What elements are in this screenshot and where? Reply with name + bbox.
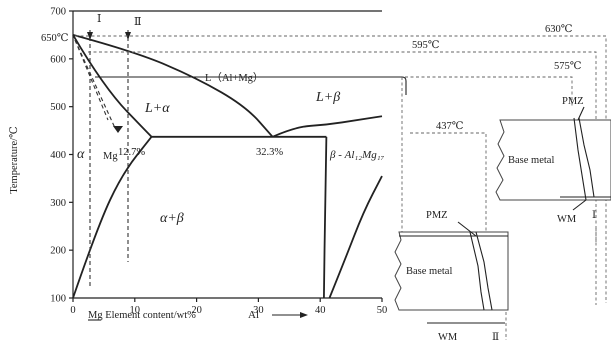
x-axis-title: Mg Element content/wt% <box>88 310 196 321</box>
region-beta: β - Al₁₂Mg₁₇ <box>329 149 385 161</box>
y-tick-label: 500 <box>50 102 66 113</box>
y-tick-label: 100 <box>50 294 66 305</box>
panel-upper-pmz-line <box>573 117 587 201</box>
y-tick-label: 700 <box>50 7 66 18</box>
panel-lower: PMZ Base metal WM Ⅱ <box>394 210 509 343</box>
x-tick-label: 20 <box>191 305 202 316</box>
temp-575: 575℃ <box>554 61 582 72</box>
mg-marker-arrow <box>113 126 123 133</box>
y-axis-ticks: 100 200 300 400 500 600 700 <box>50 7 73 305</box>
panel-upper-wm: WM <box>557 214 577 225</box>
region-liquid: L（Al+Mg） <box>205 72 263 84</box>
alpha-dashed-boundary <box>74 39 116 129</box>
panel-upper-pmz: PMZ <box>562 96 584 107</box>
mg-melting-label: 650℃ <box>41 33 69 44</box>
region-alpha-beta: α+β <box>160 211 184 226</box>
y-axis-title: Temperature/℃ <box>9 126 20 194</box>
ref-label-i: Ⅰ <box>97 13 101 25</box>
x-tick-label: 50 <box>377 305 388 316</box>
ref-label-ii: Ⅱ <box>134 16 141 28</box>
eutectic-left-label: 12.7% <box>118 147 145 158</box>
x-axis-arrow <box>272 312 308 318</box>
x-tick-label: 0 <box>70 305 75 316</box>
x-tick-label: 30 <box>253 305 264 316</box>
panel-lower-wm: WM <box>438 332 458 343</box>
y-tick-label: 400 <box>50 150 66 161</box>
alpha-solvus-curve <box>72 136 153 299</box>
x-axis-right-label: Al <box>248 309 259 321</box>
ref-arrow-i <box>87 32 93 40</box>
panel-upper-pmz-leader <box>577 106 585 121</box>
panel-lower-base-box <box>394 231 509 311</box>
beta-left-boundary <box>323 136 328 299</box>
phase-curves <box>72 34 383 299</box>
beta-right-boundary <box>328 175 383 299</box>
region-liquid-beta: L+β <box>315 90 340 105</box>
panel-upper-base: Base metal <box>508 155 554 166</box>
panel-lower-pmz-leader <box>457 221 477 237</box>
panel-upper-fusion-line <box>578 117 595 198</box>
mg-marker-label: Mg <box>103 151 118 162</box>
panel-lower-pmz-line <box>469 231 485 311</box>
panel-upper: PMZ Base metal WM Ⅰ <box>495 96 611 225</box>
solidus-alpha-curve <box>72 34 153 138</box>
liquidus-left-curve <box>72 34 274 138</box>
y-tick-label: 200 <box>50 246 66 257</box>
panel-lower-fusion-line <box>475 231 493 311</box>
panel-upper-wm-leader <box>572 199 587 211</box>
x-axis-ticks: 0 10 20 30 40 50 <box>70 298 387 316</box>
panel-lower-index: Ⅱ <box>492 332 499 343</box>
temp-630: 630℃ <box>545 24 573 35</box>
y-tick-label: 600 <box>50 54 66 65</box>
panel-lower-base: Base metal <box>406 266 452 277</box>
panel-upper-index: Ⅰ <box>592 210 596 221</box>
y-tick-label: 300 <box>50 198 66 209</box>
region-liquid-alpha: L+α <box>144 101 170 116</box>
liquidus-right-curve <box>272 115 383 138</box>
temp-437: 437℃ <box>436 121 464 132</box>
region-alpha: α <box>77 147 85 162</box>
x-tick-label: 10 <box>130 305 141 316</box>
panel-lower-pmz: PMZ <box>426 210 448 221</box>
x-tick-label: 40 <box>315 305 326 316</box>
temp-595: 595℃ <box>412 40 440 51</box>
ref-arrow-ii <box>125 32 131 40</box>
eutectic-right-label: 32.3% <box>256 147 283 158</box>
